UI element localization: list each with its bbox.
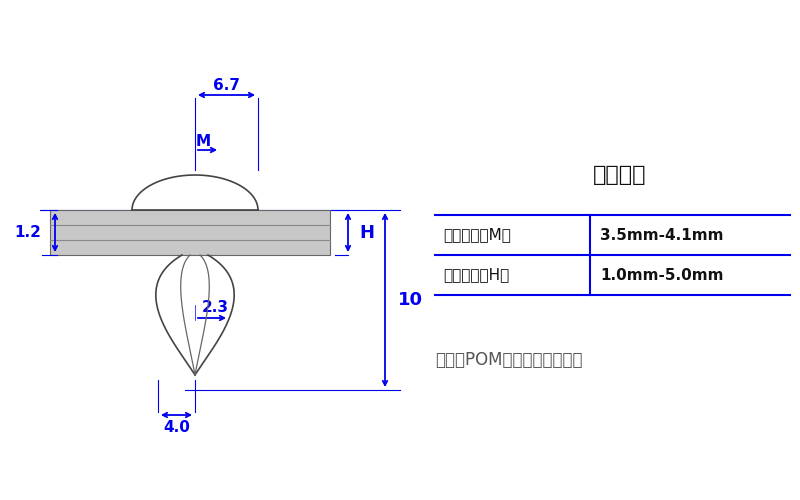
Text: 2.3: 2.3 xyxy=(202,300,229,316)
Text: H: H xyxy=(359,224,374,242)
Bar xyxy=(50,210,330,255)
Text: 适合板厚（H）: 适合板厚（H） xyxy=(443,268,510,282)
Text: 6.7: 6.7 xyxy=(213,78,240,92)
Text: 施工参数: 施工参数 xyxy=(594,165,646,185)
Text: M: M xyxy=(195,134,210,148)
Text: 适合孔径（M）: 适合孔径（M） xyxy=(443,228,511,242)
Text: 3.5mm-4.1mm: 3.5mm-4.1mm xyxy=(600,228,723,242)
Text: 材质；POM塑料（俗称赛钢）: 材质；POM塑料（俗称赛钢） xyxy=(435,351,582,369)
Text: 1.2: 1.2 xyxy=(14,225,41,240)
Text: 4.0: 4.0 xyxy=(163,420,190,436)
Text: 10: 10 xyxy=(398,291,423,309)
Text: 1.0mm-5.0mm: 1.0mm-5.0mm xyxy=(600,268,723,282)
